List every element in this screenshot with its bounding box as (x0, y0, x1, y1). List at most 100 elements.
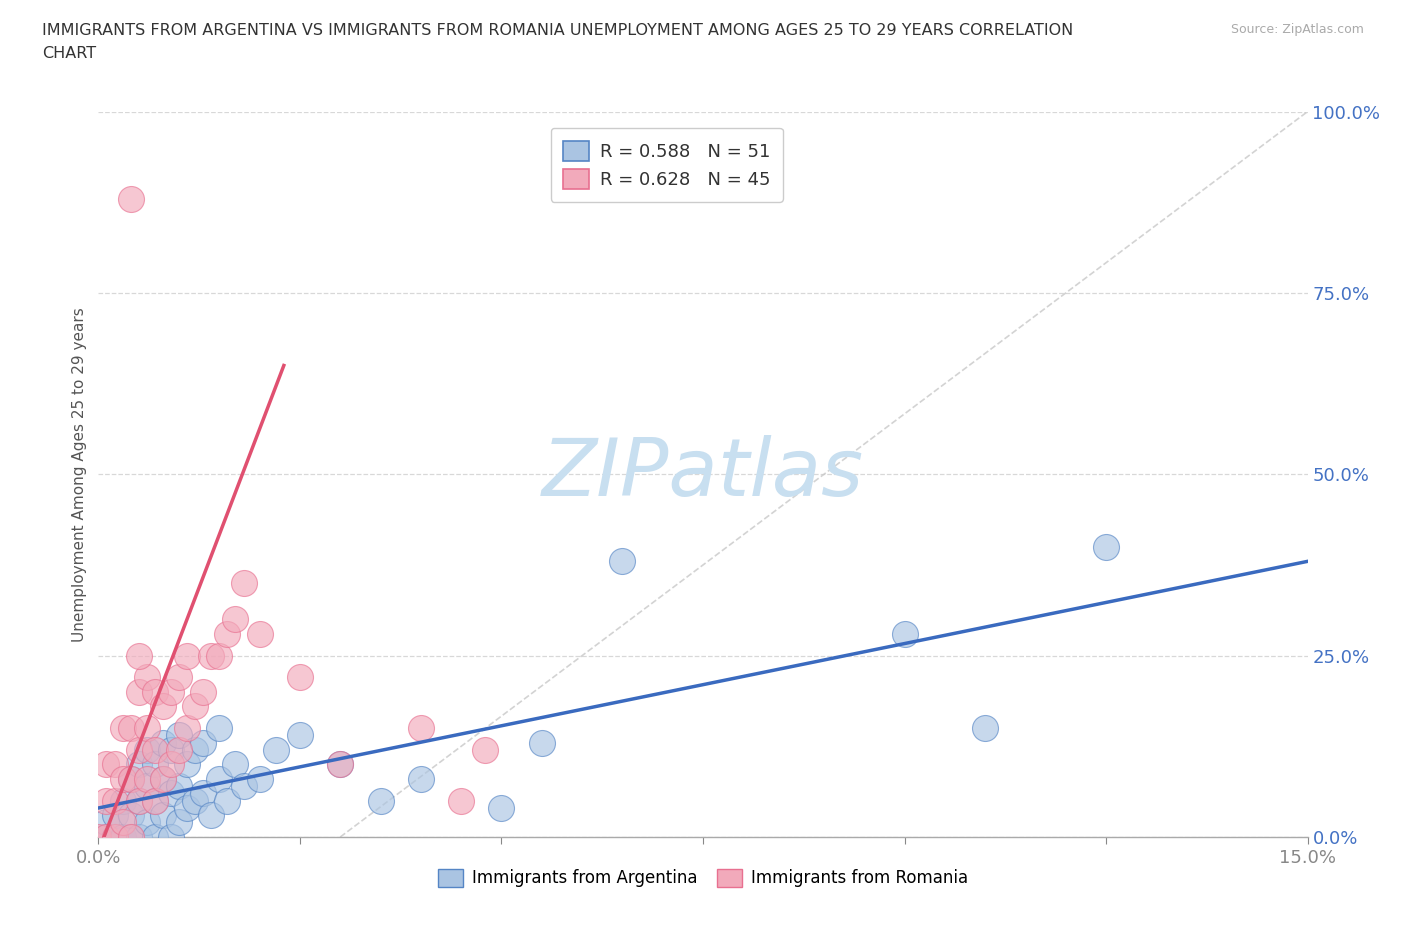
Point (135, 742, 157, 757)
Point (193, 684, 215, 699)
Point (200, 648, 222, 663)
Point (160, 742, 183, 757)
Point (167, 728, 190, 743)
Point (135, 815, 157, 830)
Point (120, 721, 142, 736)
Point (96, 815, 118, 830)
Point (176, 721, 198, 736)
Point (264, 742, 287, 757)
Point (120, 192, 142, 206)
Point (128, 648, 150, 663)
Point (120, 808, 142, 823)
Point (249, 627, 271, 642)
Point (128, 684, 150, 699)
Point (135, 721, 157, 736)
Text: IMMIGRANTS FROM ARGENTINA VS IMMIGRANTS FROM ROMANIA UNEMPLOYMENT AMONG AGES 25 : IMMIGRANTS FROM ARGENTINA VS IMMIGRANTS … (42, 23, 1073, 38)
Point (120, 830, 142, 844)
Point (409, 772, 432, 787)
Point (893, 627, 915, 642)
Point (184, 742, 207, 757)
Point (530, 736, 553, 751)
Point (128, 830, 150, 844)
Point (96, 793, 118, 808)
Point (143, 757, 166, 772)
Point (120, 772, 142, 787)
Point (224, 612, 246, 627)
Point (96, 830, 118, 844)
Point (128, 793, 150, 808)
Point (232, 778, 254, 793)
Point (152, 699, 174, 714)
Point (232, 576, 254, 591)
Point (152, 808, 174, 823)
Point (474, 742, 496, 757)
Point (152, 772, 174, 787)
Point (208, 648, 231, 663)
Point (167, 670, 190, 684)
Y-axis label: Unemployment Among Ages 25 to 29 years: Unemployment Among Ages 25 to 29 years (72, 307, 87, 642)
Point (974, 721, 997, 736)
Point (160, 757, 183, 772)
Point (491, 801, 513, 816)
Point (111, 830, 134, 844)
Point (167, 815, 190, 830)
Point (135, 778, 157, 793)
Point (103, 757, 125, 772)
Point (143, 830, 166, 844)
Point (217, 627, 239, 642)
Point (103, 830, 125, 844)
Point (103, 830, 125, 844)
Point (450, 793, 472, 808)
Point (160, 684, 183, 699)
Point (160, 830, 183, 844)
Point (184, 793, 207, 808)
Point (111, 721, 134, 736)
Point (143, 684, 166, 699)
Point (120, 830, 142, 844)
Point (128, 757, 150, 772)
Point (128, 742, 150, 757)
Point (111, 793, 134, 808)
Point (167, 778, 190, 793)
Point (152, 772, 174, 787)
Point (103, 793, 125, 808)
Point (200, 808, 222, 823)
Point (288, 670, 311, 684)
Point (612, 554, 634, 569)
Text: Source: ZipAtlas.com: Source: ZipAtlas.com (1230, 23, 1364, 36)
Point (208, 772, 231, 787)
Point (111, 815, 134, 830)
Point (193, 786, 215, 801)
Point (1095, 539, 1118, 554)
Point (224, 757, 246, 772)
Point (128, 793, 150, 808)
Point (143, 793, 166, 808)
Point (160, 786, 183, 801)
Point (120, 772, 142, 787)
Legend: Immigrants from Argentina, Immigrants from Romania: Immigrants from Argentina, Immigrants fr… (432, 862, 974, 894)
Point (96, 830, 118, 844)
Point (143, 793, 166, 808)
Point (217, 793, 239, 808)
Point (208, 721, 231, 736)
Point (249, 772, 271, 787)
Point (152, 736, 174, 751)
Point (96, 757, 118, 772)
Point (193, 736, 215, 751)
Point (135, 772, 157, 787)
Point (87, 830, 110, 844)
Point (329, 757, 352, 772)
Point (111, 772, 134, 787)
Point (184, 699, 207, 714)
Point (143, 742, 166, 757)
Point (176, 801, 198, 816)
Text: CHART: CHART (42, 46, 96, 61)
Point (135, 670, 157, 684)
Point (370, 793, 392, 808)
Text: ZIPatlas: ZIPatlas (541, 435, 865, 513)
Point (176, 648, 198, 663)
Point (167, 742, 190, 757)
Point (103, 808, 125, 823)
Point (329, 757, 352, 772)
Point (288, 728, 311, 743)
